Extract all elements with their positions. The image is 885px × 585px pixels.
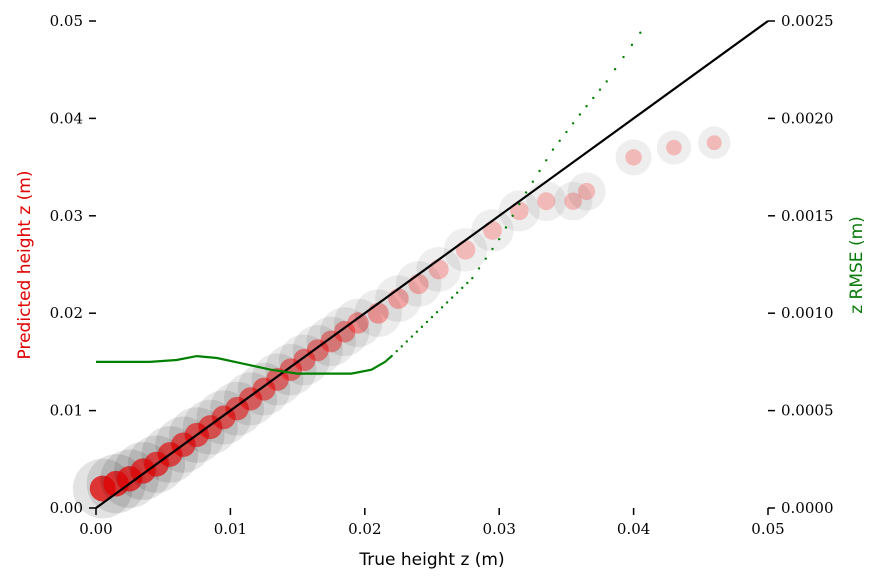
density-halo bbox=[471, 209, 514, 252]
rmse-point bbox=[420, 325, 424, 329]
y-left-tick-label: 0.03 bbox=[50, 207, 83, 225]
x-tick-label: 0.00 bbox=[79, 520, 112, 538]
rmse-point bbox=[405, 340, 408, 343]
axes: 0.00 0.01 0.02 0.03 0.04 0.05 0.00 0.01 0.02 0.03… bbox=[50, 12, 834, 538]
density-halo bbox=[526, 181, 567, 222]
rmse-point bbox=[511, 214, 514, 217]
rmse-point bbox=[558, 139, 561, 143]
y-left-axis-title: Predicted height z (m) bbox=[15, 171, 35, 360]
density-halo bbox=[416, 247, 462, 292]
density-point bbox=[483, 220, 502, 240]
rmse-point bbox=[466, 281, 469, 285]
rmse-point bbox=[613, 68, 617, 71]
density-halo bbox=[443, 228, 488, 272]
rmse-point bbox=[622, 55, 625, 59]
x-tick-label: 0.05 bbox=[751, 520, 784, 538]
y-right-tick-label: 0.0010 bbox=[781, 304, 834, 322]
density-point bbox=[625, 149, 642, 166]
density-point bbox=[537, 192, 556, 211]
rmse-curve-layer bbox=[96, 31, 642, 375]
rmse-point bbox=[425, 320, 429, 324]
rmse-point bbox=[445, 301, 449, 304]
density-point bbox=[455, 240, 476, 260]
y-left-tick-label: 0.02 bbox=[50, 304, 83, 322]
y-right-tick-label: 0.0025 bbox=[781, 12, 834, 30]
density-point bbox=[510, 201, 529, 221]
density-halo bbox=[698, 126, 731, 159]
density-point bbox=[279, 358, 303, 381]
density-point bbox=[293, 348, 316, 372]
rmse-line bbox=[96, 354, 393, 375]
density-halo bbox=[615, 139, 652, 176]
x-axis-title: True height z (m) bbox=[358, 550, 504, 570]
y-left-tick-label: 0.01 bbox=[50, 402, 83, 420]
density-halo bbox=[553, 181, 593, 221]
rmse-point bbox=[545, 159, 548, 162]
rmse-point bbox=[435, 311, 439, 314]
rmse-point bbox=[491, 247, 494, 251]
x-tick-label: 0.03 bbox=[482, 520, 515, 538]
rmse-point bbox=[551, 148, 555, 151]
y-right-tick-label: 0.0020 bbox=[781, 109, 834, 127]
rmse-point bbox=[518, 202, 521, 206]
density-point bbox=[706, 135, 722, 151]
density-point bbox=[577, 182, 596, 201]
rmse-point bbox=[585, 105, 588, 108]
rmse-point bbox=[630, 43, 634, 47]
y-left-tick-label: 0.05 bbox=[50, 12, 83, 30]
rmse-point bbox=[504, 226, 508, 229]
rmse-point bbox=[538, 169, 541, 173]
rmse-point bbox=[390, 354, 393, 358]
density-halo bbox=[395, 261, 442, 307]
rmse-point bbox=[498, 237, 501, 241]
y-right-tick-label: 0.0015 bbox=[781, 207, 834, 225]
density-point bbox=[333, 320, 356, 343]
rmse-point bbox=[400, 345, 403, 348]
density-point bbox=[306, 339, 329, 362]
rmse-point bbox=[592, 96, 595, 100]
rmse-point bbox=[395, 349, 398, 353]
rmse-point bbox=[461, 286, 464, 290]
y-right-tick-label: 0.0005 bbox=[781, 402, 834, 420]
rmse-point bbox=[440, 306, 444, 309]
density-halo bbox=[333, 298, 383, 348]
rmse-point bbox=[524, 191, 528, 194]
rmse-point bbox=[430, 315, 434, 319]
rmse-point bbox=[410, 335, 414, 338]
density-cloud bbox=[72, 126, 731, 519]
identity-line bbox=[95, 20, 769, 509]
rmse-point bbox=[415, 330, 419, 333]
y-right-tick-label: 0.0000 bbox=[781, 499, 834, 517]
x-tick-label: 0.04 bbox=[617, 520, 650, 538]
rmse-point bbox=[605, 80, 608, 83]
density-point bbox=[347, 312, 369, 334]
y-left-tick-label: 0.04 bbox=[50, 109, 83, 127]
y-right-axis-title: z RMSE (m) bbox=[847, 216, 867, 314]
density-halo bbox=[567, 172, 606, 211]
rmse-point bbox=[578, 113, 582, 116]
rmse-point bbox=[450, 296, 454, 299]
rmse-point bbox=[598, 88, 602, 91]
density-point bbox=[564, 192, 582, 210]
rmse-point bbox=[484, 257, 487, 260]
density-halo bbox=[375, 275, 422, 322]
rmse-point bbox=[571, 122, 575, 125]
rmse-point bbox=[531, 180, 534, 183]
density-halo bbox=[498, 190, 540, 232]
rmse-point bbox=[477, 267, 481, 270]
density-point bbox=[428, 259, 449, 280]
x-tick-label: 0.01 bbox=[214, 520, 247, 538]
rmse-point bbox=[639, 31, 642, 34]
rmse-point bbox=[565, 130, 568, 134]
reference-line-layer bbox=[95, 20, 769, 509]
density-point bbox=[320, 330, 343, 353]
rmse-point bbox=[471, 276, 474, 280]
y-left-tick-label: 0.00 bbox=[50, 499, 83, 517]
x-tick-label: 0.02 bbox=[348, 520, 381, 538]
density-halo bbox=[656, 130, 692, 165]
rmse-point bbox=[456, 291, 459, 294]
density-halo bbox=[354, 289, 402, 337]
density-point bbox=[666, 139, 682, 156]
